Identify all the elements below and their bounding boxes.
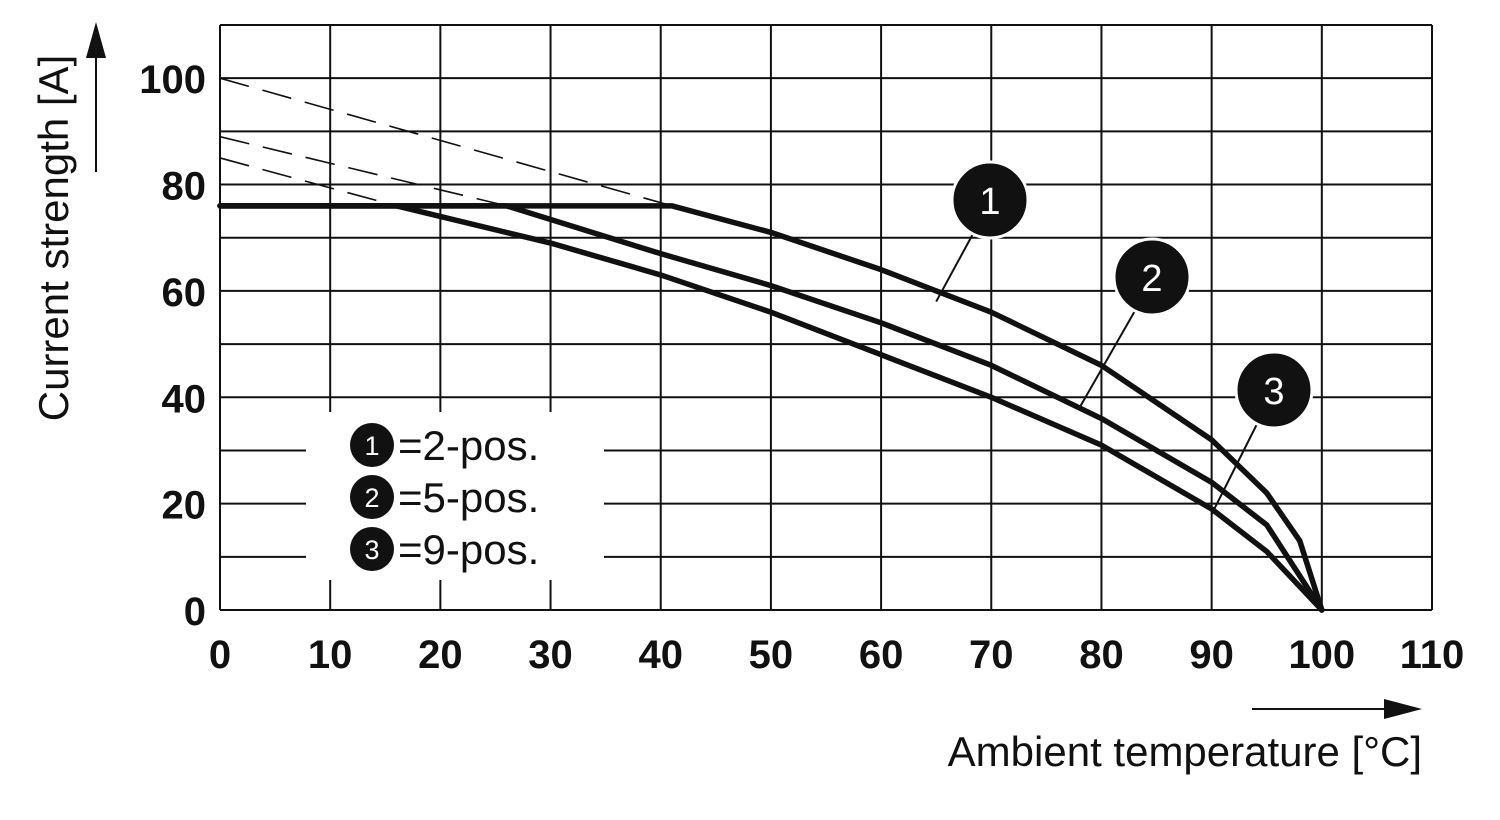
series-2-extrapolation bbox=[219, 135, 507, 207]
x-tick-label: 90 bbox=[1189, 633, 1234, 677]
legend-number-1: 1 bbox=[364, 431, 379, 461]
x-axis-title: Ambient temperature [°C] bbox=[948, 728, 1422, 775]
x-tick-label: 30 bbox=[528, 633, 573, 677]
x-tick-label: 110 bbox=[1400, 633, 1465, 677]
x-tick-label: 20 bbox=[418, 633, 463, 677]
x-tick-label: 0 bbox=[209, 633, 231, 677]
y-tick-label: 60 bbox=[162, 271, 207, 315]
callout-leader-1 bbox=[935, 231, 975, 303]
axes: 0 10 20 30 40 50 60 70 80 90 100 110 0 20 40 60 80 100 bbox=[86, 22, 1464, 719]
x-tick-label: 10 bbox=[308, 633, 353, 677]
callout-marker-3 bbox=[1234, 350, 1314, 430]
series-2-line bbox=[217, 203, 1325, 613]
grid bbox=[219, 24, 1433, 611]
y-tick-label: 40 bbox=[162, 377, 207, 421]
x-tick-label: 100 bbox=[1288, 633, 1355, 677]
series-1-line bbox=[217, 203, 1325, 613]
series-3-extrapolation bbox=[219, 157, 397, 207]
x-axis-arrow-head bbox=[1384, 699, 1422, 719]
x-tick-label: 60 bbox=[859, 633, 904, 677]
legend-marker-2 bbox=[350, 475, 394, 519]
legend-label-1: =2-pos. bbox=[398, 422, 539, 469]
series-3-line bbox=[217, 203, 1325, 613]
series-lines bbox=[217, 77, 1325, 613]
callout-marker-2 bbox=[1112, 237, 1192, 317]
callout-leader-3 bbox=[1210, 421, 1259, 515]
y-tick-label: 20 bbox=[162, 484, 207, 528]
callout-label-3: 3 bbox=[1263, 371, 1284, 413]
y-axis-title: Current strength [A] bbox=[30, 55, 77, 422]
legend-marker-3 bbox=[350, 527, 394, 571]
x-tick-label: 40 bbox=[638, 633, 683, 677]
callout-marker-1 bbox=[950, 160, 1030, 240]
x-tick-label: 80 bbox=[1079, 633, 1124, 677]
legend-number-3: 3 bbox=[364, 535, 379, 565]
callout-label-1: 1 bbox=[979, 181, 1000, 223]
y-tick-label: 0 bbox=[184, 590, 206, 634]
y-axis-arrow-head bbox=[86, 22, 106, 58]
legend-marker-1 bbox=[350, 423, 394, 467]
callout-leader-2 bbox=[1078, 308, 1137, 409]
x-tick-label: 50 bbox=[749, 633, 794, 677]
y-tick-label: 80 bbox=[162, 165, 207, 209]
y-tick-label: 100 bbox=[139, 58, 206, 102]
callout-label-2: 2 bbox=[1141, 258, 1162, 300]
legend-label-2: =5-pos. bbox=[398, 474, 539, 521]
legend: 1 =2-pos. 2 =5-pos. 3 =9-pos. bbox=[306, 412, 604, 580]
series-markers: 1 2 3 bbox=[935, 160, 1314, 515]
series-1-extrapolation bbox=[219, 77, 672, 207]
legend-number-2: 2 bbox=[364, 483, 379, 513]
legend-label-3: =9-pos. bbox=[398, 526, 539, 573]
x-tick-label: 70 bbox=[969, 633, 1014, 677]
